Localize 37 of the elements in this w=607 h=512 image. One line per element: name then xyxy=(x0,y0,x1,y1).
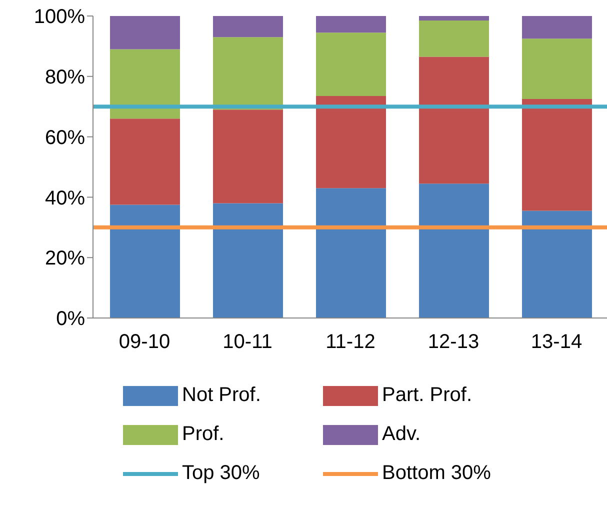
bar xyxy=(419,56,489,184)
x-tick-label: 11-12 xyxy=(326,331,376,354)
bar xyxy=(110,204,180,318)
bar xyxy=(110,118,180,205)
x-tick-label: 10-11 xyxy=(222,331,272,354)
bar xyxy=(316,96,386,188)
y-tick-label: 40% xyxy=(44,187,86,210)
legend-label: Not Prof. xyxy=(182,384,261,407)
bar xyxy=(110,49,180,119)
y-tick-label: 100% xyxy=(34,6,86,28)
bar xyxy=(316,32,386,96)
y-tick-label: 0% xyxy=(56,308,86,330)
bar xyxy=(316,16,386,33)
bar xyxy=(419,16,489,21)
bar xyxy=(522,16,592,39)
legend-label: Part. Prof. xyxy=(382,384,472,407)
bar xyxy=(522,99,592,211)
x-tick-label: 09-10 xyxy=(118,331,170,354)
bar xyxy=(316,188,386,318)
y-tick-label: 60% xyxy=(44,126,86,149)
bar xyxy=(522,38,592,100)
bar xyxy=(213,37,283,110)
bar xyxy=(419,184,489,318)
bar xyxy=(213,110,283,204)
y-tick-label: 80% xyxy=(44,66,86,88)
bar xyxy=(110,16,180,50)
x-tick-label: 12-13 xyxy=(428,331,480,354)
legend-label: Prof. xyxy=(182,423,224,446)
bar xyxy=(213,16,283,38)
legend-label: Top 30% xyxy=(182,462,260,485)
legend-label: Adv. xyxy=(382,423,421,446)
bar xyxy=(213,203,283,318)
bar xyxy=(419,20,489,57)
bar xyxy=(522,210,592,318)
x-tick-label: 13-14 xyxy=(530,331,582,354)
legend-label: Bottom 30% xyxy=(382,462,491,485)
y-tick-label: 20% xyxy=(44,248,86,270)
